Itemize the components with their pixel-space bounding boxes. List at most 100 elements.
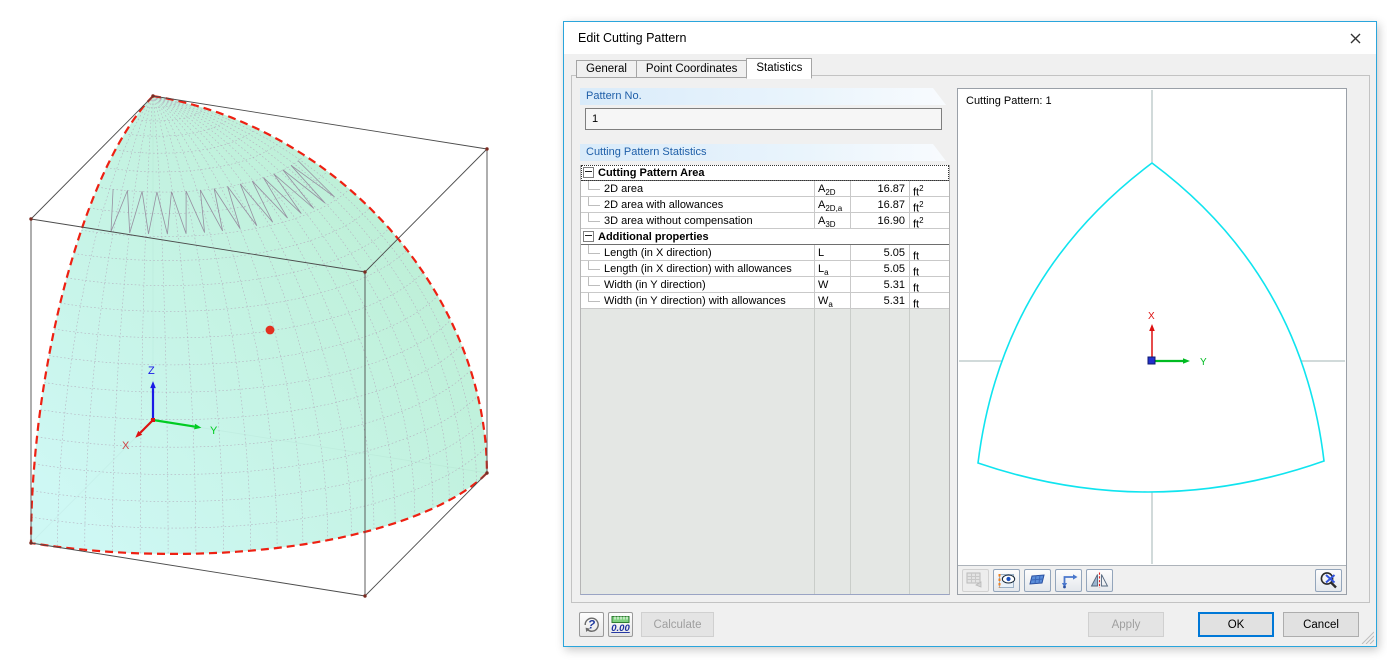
statistics-header: Cutting Pattern Statistics bbox=[580, 144, 946, 161]
help-button[interactable]: ? bbox=[579, 612, 604, 637]
statistics-tab-page: Pattern No. Cutting Pattern Statistics C… bbox=[571, 75, 1370, 603]
unit-base: ft bbox=[913, 186, 920, 196]
stats-value-cell: 5.05 bbox=[850, 261, 909, 276]
tab-general[interactable]: General bbox=[576, 60, 637, 78]
stats-row[interactable]: Length (in X direction) L 5.05 ft bbox=[581, 245, 949, 261]
unit-superscript: 2 bbox=[919, 200, 924, 209]
tree-branch-icon bbox=[588, 277, 600, 286]
stats-value-cell: 5.05 bbox=[850, 245, 909, 260]
stats-unit-cell: ft2 bbox=[909, 197, 949, 212]
model-3d-viewport[interactable]: Z Y X bbox=[0, 0, 560, 664]
surface-mesh-grid bbox=[31, 95, 487, 554]
stats-row[interactable]: 2D area A2D 16.87 ft2 bbox=[581, 181, 949, 197]
column-divider bbox=[814, 309, 815, 594]
zoom-reset-button[interactable] bbox=[1315, 568, 1342, 592]
seam-zigzag bbox=[110, 160, 335, 235]
show-surface-button[interactable] bbox=[1024, 568, 1051, 592]
close-button[interactable] bbox=[1340, 26, 1370, 50]
stats-symbol-cell: La bbox=[814, 261, 850, 276]
show-in-model-button[interactable] bbox=[993, 568, 1020, 592]
column-divider bbox=[909, 309, 910, 594]
calculate-button[interactable]: Calculate bbox=[641, 612, 714, 637]
stats-value-cell: 5.31 bbox=[850, 293, 909, 308]
mirror-pattern-icon bbox=[1090, 572, 1109, 588]
unit-base: ft bbox=[913, 202, 920, 212]
axis-z-label: Z bbox=[148, 365, 155, 377]
resize-grip[interactable] bbox=[1359, 629, 1374, 644]
tree-branch-icon bbox=[588, 197, 600, 206]
stats-value-cell: 16.87 bbox=[850, 197, 909, 212]
preview-axes: X Y bbox=[1147, 311, 1207, 368]
symbol-subscript: 2D bbox=[825, 188, 836, 196]
show-in-model-icon bbox=[998, 573, 1016, 588]
stats-row-label: Length (in X direction) bbox=[604, 246, 712, 259]
dialog-titlebar[interactable]: Edit Cutting Pattern bbox=[564, 22, 1376, 54]
stats-row-label-cell: 2D area bbox=[581, 181, 814, 196]
unit-superscript: 2 bbox=[919, 184, 924, 193]
unit-superscript: 2 bbox=[919, 216, 924, 225]
units-decimal-icon: 0.00 bbox=[611, 616, 630, 634]
tab-point-coordinates[interactable]: Point Coordinates bbox=[635, 60, 748, 78]
ok-button[interactable]: OK bbox=[1198, 612, 1274, 637]
membrane-surface bbox=[31, 96, 487, 554]
svg-text:?: ? bbox=[588, 618, 596, 632]
table-empty-area bbox=[580, 309, 950, 595]
apply-button[interactable]: Apply bbox=[1088, 612, 1164, 637]
help-icon: ? bbox=[584, 618, 599, 632]
pattern-no-input[interactable] bbox=[585, 108, 942, 130]
stats-row-label: Width (in Y direction) with allowances bbox=[604, 294, 786, 307]
stats-row[interactable]: Width (in Y direction) W 5.31 ft bbox=[581, 277, 949, 293]
pattern-axes-icon bbox=[1061, 573, 1078, 588]
stats-row-label-cell: Width (in Y direction) with allowances bbox=[581, 293, 814, 308]
edit-cutting-pattern-dialog: Edit Cutting Pattern General Point Coord… bbox=[563, 21, 1377, 647]
dialog-title: Edit Cutting Pattern bbox=[578, 31, 687, 45]
zoom-reset-icon bbox=[1320, 572, 1337, 589]
axis-x-label: X bbox=[122, 440, 130, 452]
stats-value-cell: 16.90 bbox=[850, 213, 909, 228]
pattern-axes-button[interactable] bbox=[1055, 568, 1082, 592]
stats-row-label: 3D area without compensation bbox=[604, 214, 753, 227]
stats-group-row[interactable]: Additional properties bbox=[581, 229, 949, 245]
stats-row-label-cell: Length (in X direction) bbox=[581, 245, 814, 260]
preview-axis-x-label: X bbox=[1148, 311, 1155, 322]
tree-branch-icon bbox=[588, 245, 600, 254]
stats-row[interactable]: 2D area with allowances A2D,a 16.87 ft2 bbox=[581, 197, 949, 213]
sample-point[interactable] bbox=[265, 325, 275, 335]
symbol-base: W bbox=[818, 295, 829, 307]
statistics-table: Cutting Pattern Area 2D area A2D 16.87 ft2 2D… bbox=[580, 165, 950, 309]
unit-base: ft bbox=[913, 282, 920, 292]
stats-row-label-cell: Length (in X direction) with allowances bbox=[581, 261, 814, 276]
statistics-header-label: Cutting Pattern Statistics bbox=[586, 146, 707, 158]
show-surface-icon bbox=[1029, 574, 1045, 585]
symbol-base: A bbox=[818, 183, 826, 195]
units-settings-button[interactable]: 0.00 bbox=[608, 612, 633, 637]
tab-statistics[interactable]: Statistics bbox=[746, 58, 813, 79]
stats-group-row[interactable]: Cutting Pattern Area bbox=[581, 165, 949, 181]
collapse-minus-icon[interactable] bbox=[583, 231, 594, 242]
cancel-button[interactable]: Cancel bbox=[1283, 612, 1359, 637]
stats-row-label-cell: Width (in Y direction) bbox=[581, 277, 814, 292]
unit-base: ft bbox=[913, 298, 920, 308]
stats-row-label-cell: 3D area without compensation bbox=[581, 213, 814, 228]
preview-panel: X Y Cutting Pattern: 1 bbox=[957, 88, 1347, 595]
stats-row-label: Length (in X direction) with allowances bbox=[604, 262, 792, 275]
unit-base: ft bbox=[913, 218, 920, 228]
stats-row-label: 2D area with allowances bbox=[604, 198, 724, 211]
unit-base: ft bbox=[913, 250, 920, 260]
stats-symbol-cell: A3D bbox=[814, 213, 850, 228]
collapse-minus-icon[interactable] bbox=[583, 167, 594, 178]
tab-bar: General Point Coordinates Statistics bbox=[576, 58, 813, 79]
pattern-preview-canvas[interactable]: X Y bbox=[958, 89, 1346, 565]
copy-pattern-button[interactable] bbox=[962, 568, 989, 592]
stats-symbol-cell: W bbox=[814, 277, 850, 292]
stats-unit-cell: ft bbox=[909, 293, 949, 308]
preview-axis-y-label: Y bbox=[1200, 357, 1207, 368]
stats-row[interactable]: 3D area without compensation A3D 16.90 ft2 bbox=[581, 213, 949, 229]
stats-value-cell: 16.87 bbox=[850, 181, 909, 196]
symbol-base: A bbox=[818, 215, 826, 227]
tree-branch-icon bbox=[588, 261, 600, 270]
stats-row[interactable]: Length (in X direction) with allowances L… bbox=[581, 261, 949, 277]
stats-row[interactable]: Width (in Y direction) with allowances Wa… bbox=[581, 293, 949, 309]
mirror-pattern-button[interactable] bbox=[1086, 568, 1113, 592]
axis-y-label: Y bbox=[210, 425, 218, 437]
